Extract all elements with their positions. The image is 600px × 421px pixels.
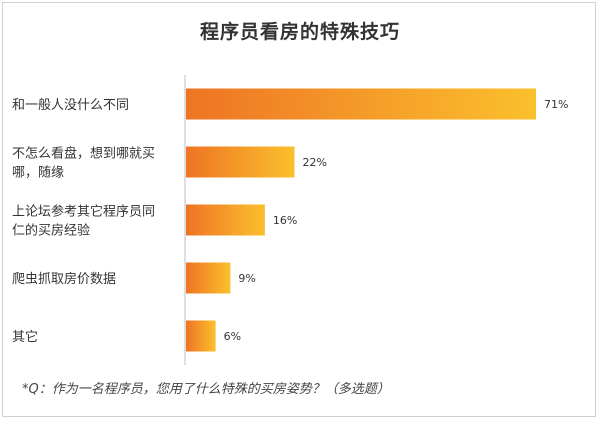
- category-label-5-line-1: 其它: [12, 329, 38, 345]
- value-label-4: 9%: [238, 272, 255, 285]
- value-label-1: 71%: [544, 98, 568, 111]
- bar-4: [186, 262, 231, 294]
- chart-title: 程序员看房的特殊技巧: [199, 21, 400, 43]
- bar-5: [186, 320, 216, 352]
- bar-1: [186, 88, 536, 120]
- survey-footnote: *Q：作为一名程序员，您用了什么特殊的买房姿势？（多选题）: [22, 382, 390, 397]
- value-label-3: 16%: [273, 214, 297, 227]
- category-label-2-line-2: 哪，随缘: [12, 166, 64, 181]
- category-label-3-line-2: 仁的买房经验: [12, 223, 90, 239]
- category-label-3-line-1: 上论坛参考其它程序员同: [12, 204, 155, 220]
- bar-3: [186, 204, 265, 236]
- value-label-2: 22%: [303, 156, 327, 169]
- value-label-5: 6%: [224, 330, 241, 343]
- category-label-1-line-1: 和一般人没什么不同: [12, 97, 129, 113]
- chart-frame: [2, 2, 596, 417]
- category-label-2-line-1: 不怎么看盘，想到哪就买: [12, 146, 155, 162]
- category-label-4-line-1: 爬虫抓取房价数据: [12, 271, 116, 287]
- bar-2: [186, 146, 295, 178]
